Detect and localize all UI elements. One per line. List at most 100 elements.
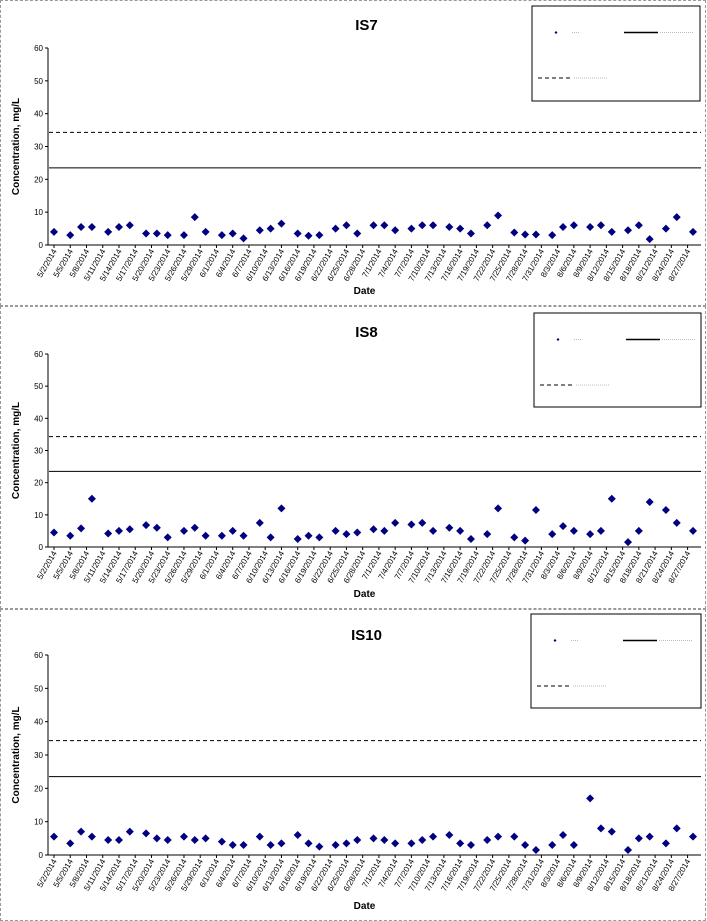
data-point (179, 231, 188, 240)
data-point (645, 235, 654, 244)
data-point (125, 827, 134, 836)
data-point (331, 224, 340, 233)
y-tick-label: 50 (34, 684, 43, 693)
data-point (255, 226, 264, 235)
y-tick-label: 30 (34, 447, 43, 456)
chart-panel-is8: IS8 0 10 20 30 40 50 60 5/2/2014 5/5/2014 5/8/2014… (0, 306, 706, 609)
data-point (201, 227, 210, 236)
data-point (429, 832, 438, 841)
data-point (607, 494, 616, 503)
data-point (466, 229, 475, 238)
data-point (315, 842, 324, 851)
y-tick-label: 20 (34, 784, 43, 793)
data-point (624, 226, 633, 235)
data-point (586, 530, 595, 539)
data-point (87, 494, 96, 503)
y-axis-label: Concentration, mg/L (11, 402, 22, 499)
data-point (586, 794, 595, 803)
data-point (190, 836, 199, 844)
data-point (266, 533, 275, 542)
data-point (77, 524, 86, 533)
chart-title: IS8 (355, 324, 378, 341)
data-point (369, 525, 378, 534)
chart-svg-0: IS701020304050605/2/20145/5/20145/8/2014… (11, 5, 701, 297)
data-point (239, 234, 248, 243)
data-point (152, 523, 161, 532)
data-point (418, 221, 427, 230)
data-point (66, 531, 75, 540)
legend-marker-points (553, 639, 557, 642)
data-point (624, 538, 633, 547)
data-point (531, 506, 540, 515)
data-point (179, 526, 188, 535)
y-tick-label: 60 (34, 651, 43, 660)
data-point (672, 518, 681, 527)
data-point (510, 533, 519, 542)
data-point (548, 231, 557, 240)
data-point (342, 530, 351, 539)
y-axis-label: Concentration, mg/L (11, 98, 22, 195)
data-point (391, 839, 400, 848)
data-point (380, 221, 389, 230)
chart-title: IS10 (351, 627, 382, 644)
y-tick-label: 0 (39, 543, 44, 552)
chart-panel-is7: IS7 0 10 20 30 40 50 60 5/2/2014 5/5/2014 5/8/2014… (0, 0, 706, 306)
data-point (689, 227, 697, 236)
data-point (607, 227, 616, 236)
data-point (418, 518, 427, 527)
data-point (596, 221, 605, 230)
data-point (624, 846, 633, 854)
data-point (661, 506, 670, 515)
data-point (531, 230, 540, 239)
data-point (104, 227, 113, 236)
data-point (304, 231, 313, 240)
data-point (331, 526, 340, 535)
data-point (293, 229, 302, 238)
data-point (445, 523, 454, 532)
y-tick-label: 10 (34, 818, 43, 827)
data-point (380, 836, 389, 844)
data-point (114, 222, 123, 231)
y-tick-label: 50 (34, 382, 43, 391)
data-point (152, 229, 161, 238)
data-point (559, 222, 568, 231)
data-point (607, 827, 616, 836)
data-point (510, 228, 519, 237)
data-point (277, 219, 286, 228)
y-tick-label: 50 (34, 77, 43, 86)
data-point (456, 839, 465, 848)
y-tick-label: 20 (34, 479, 43, 488)
data-point (163, 836, 172, 844)
data-point (152, 834, 161, 843)
data-point (353, 229, 362, 238)
data-point (217, 231, 226, 240)
legend-marker-points (554, 31, 558, 34)
x-axis-label: Date (354, 589, 376, 600)
data-point (104, 836, 113, 844)
data-point (50, 528, 58, 537)
data-point (672, 213, 681, 222)
data-point (190, 213, 199, 222)
data-point (429, 526, 438, 535)
data-point (369, 834, 378, 843)
data-point (661, 224, 670, 233)
data-point (293, 534, 302, 543)
data-point (521, 230, 530, 239)
data-point (163, 533, 172, 542)
data-point (125, 221, 134, 230)
data-point (201, 834, 210, 843)
y-tick-label: 40 (34, 414, 43, 423)
data-point (429, 221, 438, 230)
data-point (418, 836, 427, 844)
data-point (445, 831, 454, 839)
data-point (548, 841, 557, 849)
data-point (331, 841, 340, 849)
data-point (445, 222, 454, 231)
data-point (142, 229, 151, 238)
data-point (255, 832, 264, 841)
data-point (407, 520, 416, 529)
data-point (494, 211, 503, 220)
data-point (661, 839, 670, 848)
data-point (559, 831, 568, 839)
data-point (596, 824, 605, 833)
